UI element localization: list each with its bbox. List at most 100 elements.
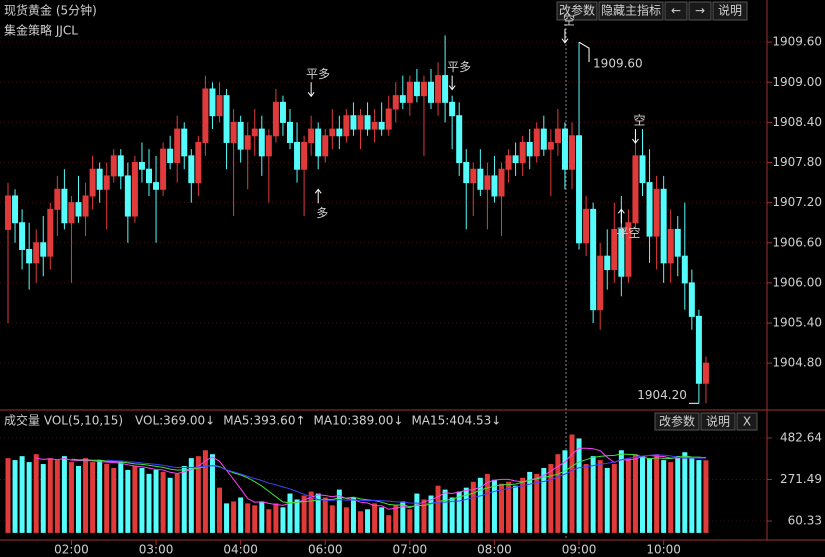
x-tick-label: 06:00 bbox=[308, 543, 343, 557]
candle-body bbox=[406, 81, 413, 103]
signal-label: 空 bbox=[563, 13, 575, 27]
volume-bar bbox=[97, 460, 103, 533]
volume-bar bbox=[654, 454, 660, 533]
button[interactable] bbox=[654, 412, 700, 431]
y-tick-label: 482.64 bbox=[780, 430, 822, 444]
candle-body bbox=[428, 81, 434, 103]
candle-body bbox=[61, 188, 68, 224]
button-label[interactable]: 改参数 bbox=[559, 3, 595, 18]
candle-body bbox=[498, 168, 505, 197]
volume-bar bbox=[625, 458, 631, 533]
candle-body bbox=[294, 141, 301, 170]
button[interactable] bbox=[700, 412, 736, 431]
volume-bar bbox=[618, 450, 624, 533]
chart-subtitle: 集金策略 JJCL bbox=[4, 23, 78, 38]
volume-bar bbox=[527, 471, 533, 533]
candle-body bbox=[223, 95, 230, 143]
volume-bar bbox=[329, 505, 335, 533]
volume-bar bbox=[506, 481, 512, 533]
x-tick-label: 07:00 bbox=[393, 543, 428, 557]
candle-body bbox=[533, 128, 540, 157]
volume-bar bbox=[111, 467, 117, 533]
volume-bar bbox=[696, 460, 702, 533]
volume-bar bbox=[689, 458, 695, 533]
volume-bar bbox=[61, 456, 67, 533]
button-label[interactable]: 说明 bbox=[706, 414, 730, 429]
x-tick-label: 03:00 bbox=[139, 543, 174, 557]
candle-body bbox=[301, 141, 308, 170]
candle-body bbox=[216, 95, 223, 117]
volume-bar bbox=[640, 456, 645, 533]
button-label[interactable]: X bbox=[743, 415, 751, 429]
volume-bar bbox=[118, 462, 124, 533]
volume-bar bbox=[174, 473, 180, 533]
button-label[interactable]: 改参数 bbox=[659, 414, 695, 429]
candle-body bbox=[167, 148, 174, 164]
candle-body bbox=[526, 141, 533, 157]
volume-bar bbox=[104, 464, 110, 533]
signal-label: 多 bbox=[316, 206, 328, 220]
candle-body bbox=[117, 155, 124, 177]
candle-body bbox=[12, 195, 19, 224]
candle-body bbox=[604, 255, 611, 271]
volume-bar bbox=[160, 471, 166, 533]
button[interactable] bbox=[598, 1, 664, 21]
candle-body bbox=[237, 121, 244, 150]
candle-body bbox=[40, 242, 47, 257]
volume-bar bbox=[245, 503, 251, 533]
candle-body bbox=[505, 155, 512, 170]
volume-bar bbox=[132, 466, 138, 533]
volume-bar bbox=[266, 509, 272, 533]
button[interactable] bbox=[712, 1, 748, 21]
button-label[interactable]: 说明 bbox=[718, 3, 742, 18]
candle-body bbox=[399, 95, 406, 103]
volume-bar bbox=[217, 487, 222, 533]
volume-bar bbox=[513, 485, 519, 533]
volume-bar bbox=[435, 485, 441, 533]
button[interactable] bbox=[736, 412, 758, 431]
volume-bar bbox=[238, 497, 244, 533]
button-label[interactable]: 隐藏主指标 bbox=[601, 3, 661, 18]
signal-arrowhead bbox=[617, 208, 625, 214]
candle-body bbox=[512, 155, 519, 164]
volume-bar bbox=[682, 452, 688, 533]
volume-bar bbox=[181, 466, 187, 533]
button[interactable] bbox=[664, 1, 688, 21]
volume-bar bbox=[484, 473, 490, 533]
button-label[interactable]: ← bbox=[671, 4, 681, 18]
volume-bar bbox=[675, 456, 681, 533]
x-tick-label: 09:00 bbox=[562, 543, 597, 557]
candle-body bbox=[124, 175, 131, 217]
volume-bar bbox=[541, 467, 547, 533]
button[interactable] bbox=[556, 1, 598, 21]
volume-bar bbox=[400, 501, 406, 533]
volume-bar bbox=[407, 509, 413, 533]
volume-bar bbox=[125, 469, 131, 533]
button-label[interactable]: → bbox=[695, 4, 705, 18]
candle-body bbox=[625, 222, 632, 277]
candle-body bbox=[146, 168, 152, 184]
candle-body bbox=[26, 248, 33, 264]
candle-body bbox=[279, 101, 286, 123]
candle-body bbox=[547, 141, 554, 150]
candle-body bbox=[540, 128, 547, 150]
volume-bar bbox=[343, 507, 349, 533]
volume-bar bbox=[499, 483, 504, 533]
volume-ma-line bbox=[36, 447, 706, 510]
candle-body bbox=[138, 162, 145, 170]
volume-bar bbox=[576, 438, 582, 533]
candle-body bbox=[174, 128, 181, 164]
signal-arrowhead bbox=[561, 38, 569, 44]
volume-bar bbox=[209, 454, 215, 533]
candle-body bbox=[611, 228, 618, 271]
candle-body bbox=[519, 141, 526, 164]
button[interactable] bbox=[688, 1, 712, 21]
candle-body bbox=[230, 121, 237, 143]
candle-body bbox=[251, 128, 258, 137]
candle-body bbox=[420, 81, 427, 97]
signal-arrowhead bbox=[307, 91, 315, 98]
candle-body bbox=[385, 108, 392, 130]
candle-body bbox=[491, 175, 498, 197]
volume-bar bbox=[19, 456, 25, 533]
